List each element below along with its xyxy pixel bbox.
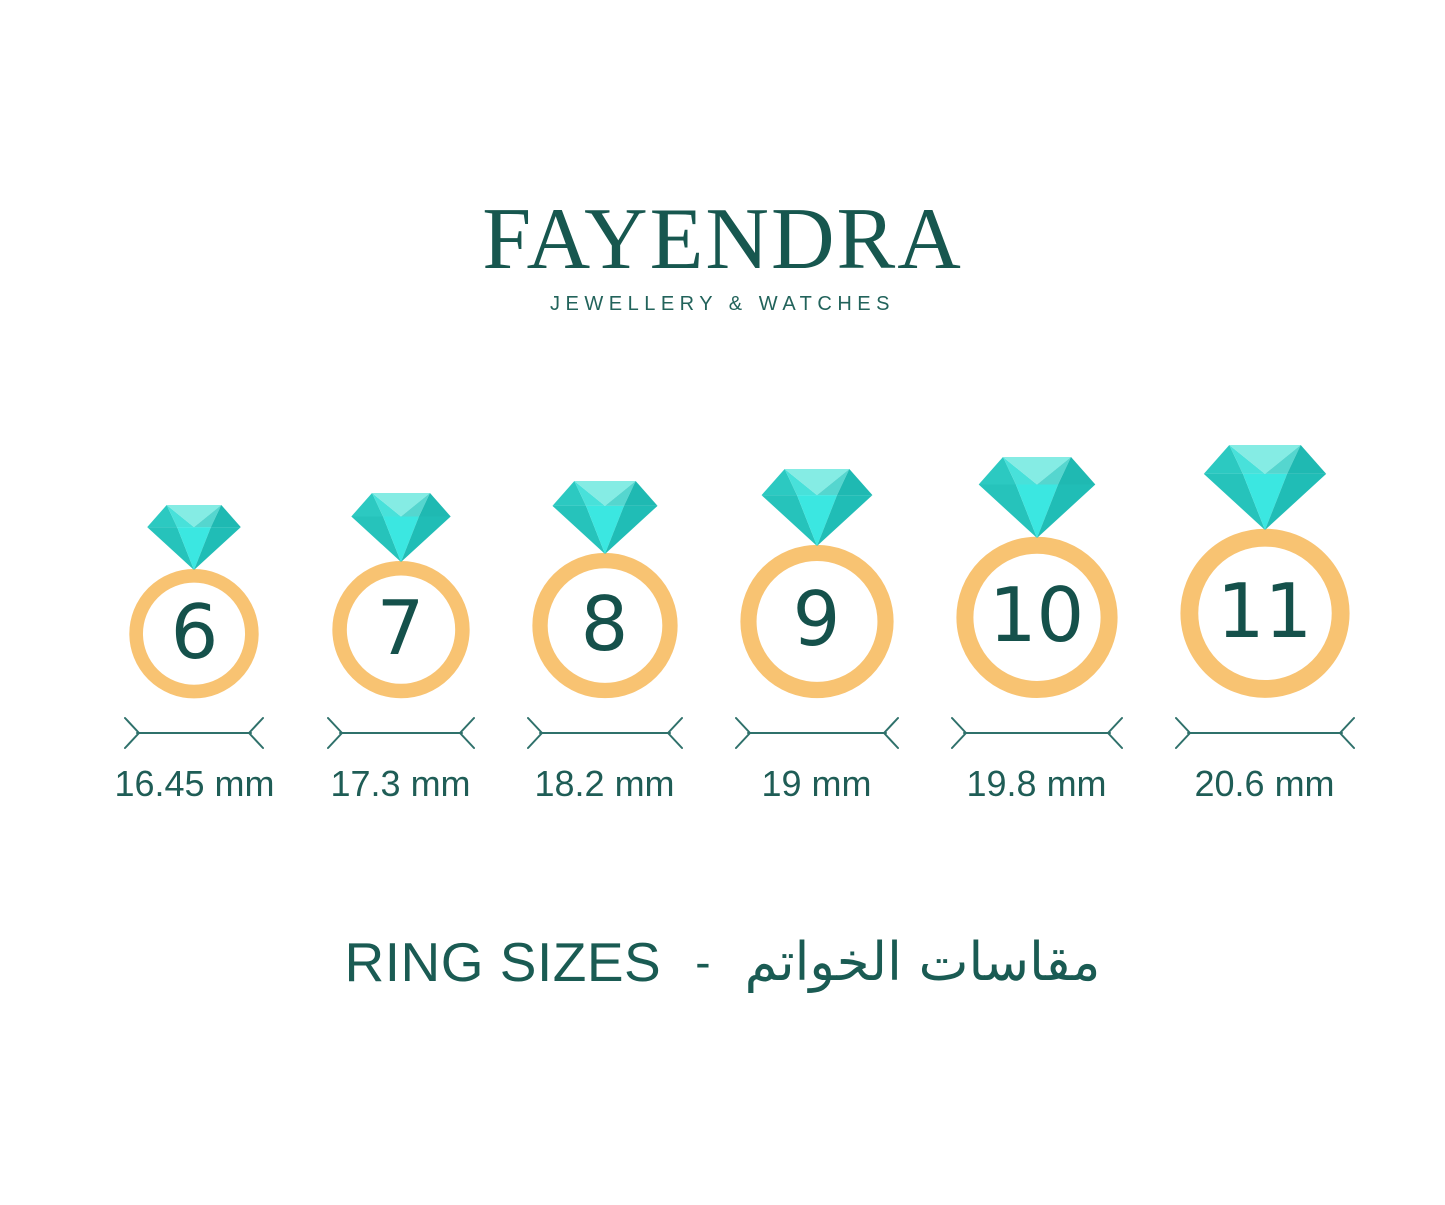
ring-diameter-label: 19 mm [761, 763, 872, 804]
ring-item-6: 6 16.45 mm [114, 505, 275, 804]
page-title-english: RING SIZES [344, 931, 662, 993]
ring-size-number: 9 [792, 575, 841, 664]
ring-diameter-label: 19.8 mm [966, 763, 1107, 804]
ring-diameter-label: 16.45 mm [114, 763, 275, 804]
ring-figure: 7 [332, 493, 470, 700]
dimension-arrow-icon [734, 717, 899, 749]
dimension-arrow-icon [124, 717, 265, 749]
dimension-arrow-icon [950, 717, 1123, 749]
ring-item-11: 11 20.6 mm [1174, 445, 1355, 804]
page-title: RING SIZES - مقاسات الخواتم [0, 930, 1445, 994]
ring-size-number: 7 [376, 583, 425, 672]
ring-figure: 8 [532, 481, 678, 700]
dimension-arrow-icon [1174, 717, 1355, 749]
brand-name: FAYENDRA [482, 191, 963, 288]
dimension-arrow-icon [526, 717, 683, 749]
dimension-arrow-icon [326, 717, 475, 749]
ring-item-10: 10 19.8 mm [950, 457, 1123, 804]
ring-size-number: 10 [988, 571, 1085, 660]
ring-size-number: 11 [1216, 567, 1313, 656]
ring-figure: 11 [1180, 445, 1350, 700]
ring-diameter-label: 20.6 mm [1194, 763, 1335, 804]
ring-figure: 9 [740, 469, 894, 700]
ring-item-8: 8 18.2 mm [526, 481, 683, 804]
ring-size-number: 8 [580, 579, 629, 668]
ring-item-7: 7 17.3 mm [326, 493, 475, 804]
rings-row: 6 16.45 mm 7 [0, 445, 1445, 804]
brand-logo: FAYENDRA JEWELLERY & WATCHES [0, 196, 1445, 316]
ring-diameter-label: 17.3 mm [330, 763, 471, 804]
ring-item-9: 9 19 mm [734, 469, 899, 804]
ring-figure: 10 [956, 457, 1118, 700]
ring-diameter-label: 18.2 mm [534, 763, 675, 804]
ring-figure: 6 [129, 505, 259, 700]
page-title-arabic: مقاسات الخواتم [744, 931, 1101, 993]
ring-size-number: 6 [170, 587, 219, 676]
title-separator: - [695, 936, 711, 988]
brand-tagline: JEWELLERY & WATCHES [550, 293, 895, 315]
